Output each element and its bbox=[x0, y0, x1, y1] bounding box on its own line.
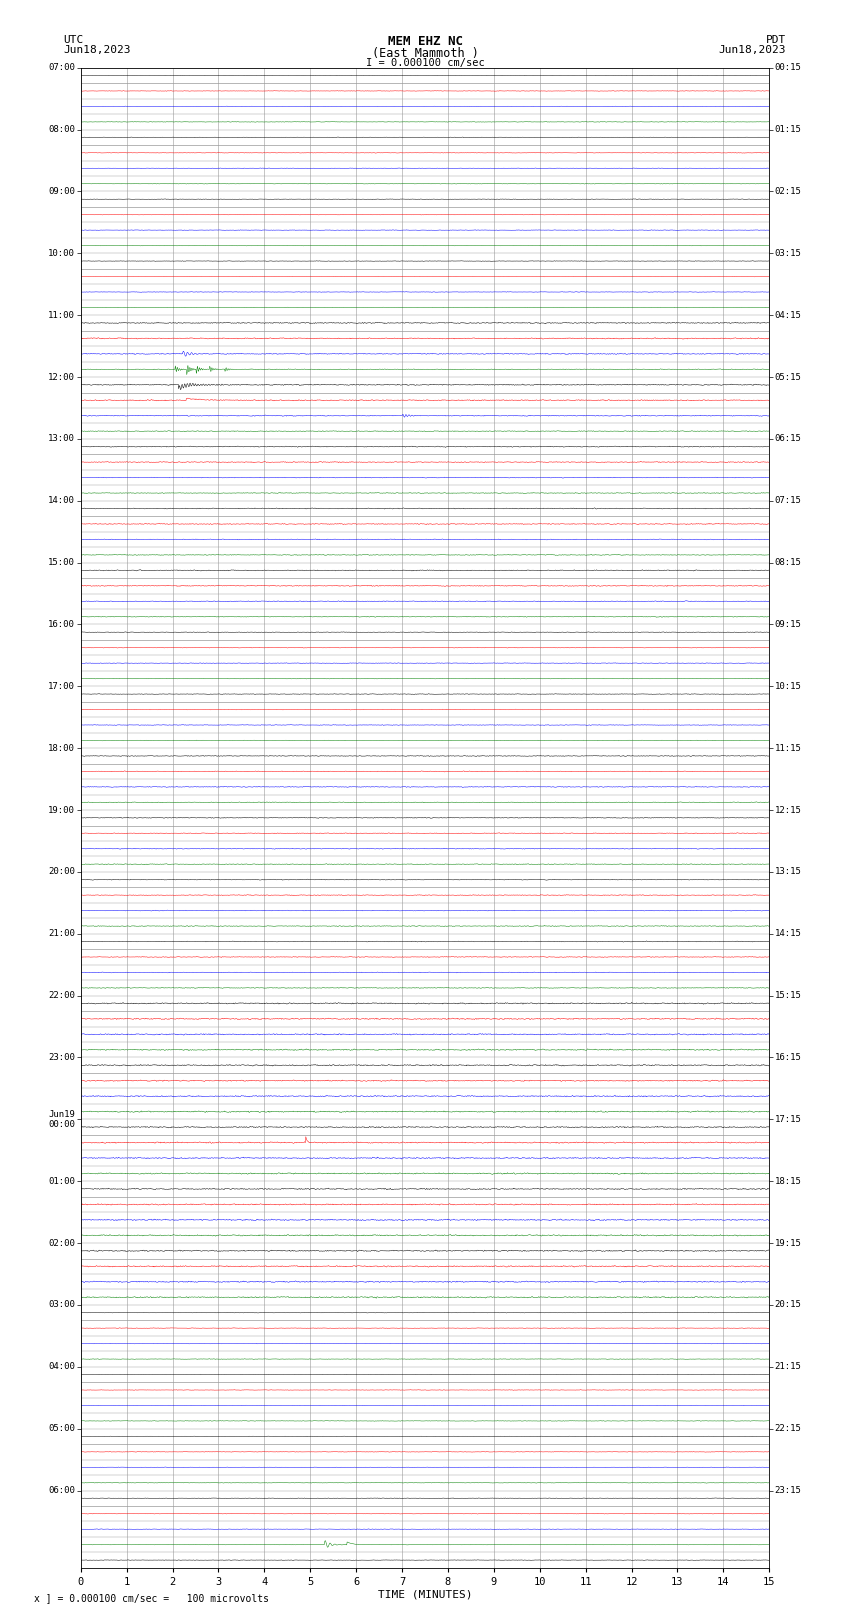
X-axis label: TIME (MINUTES): TIME (MINUTES) bbox=[377, 1590, 473, 1600]
Text: PDT: PDT bbox=[766, 35, 786, 45]
Text: MEM EHZ NC: MEM EHZ NC bbox=[388, 35, 462, 48]
Text: Jun18,2023: Jun18,2023 bbox=[719, 45, 786, 55]
Text: Jun18,2023: Jun18,2023 bbox=[64, 45, 131, 55]
Text: (East Mammoth ): (East Mammoth ) bbox=[371, 47, 479, 60]
Text: x ] = 0.000100 cm/sec =   100 microvolts: x ] = 0.000100 cm/sec = 100 microvolts bbox=[34, 1594, 269, 1603]
Text: I = 0.000100 cm/sec: I = 0.000100 cm/sec bbox=[366, 58, 484, 68]
Text: UTC: UTC bbox=[64, 35, 84, 45]
